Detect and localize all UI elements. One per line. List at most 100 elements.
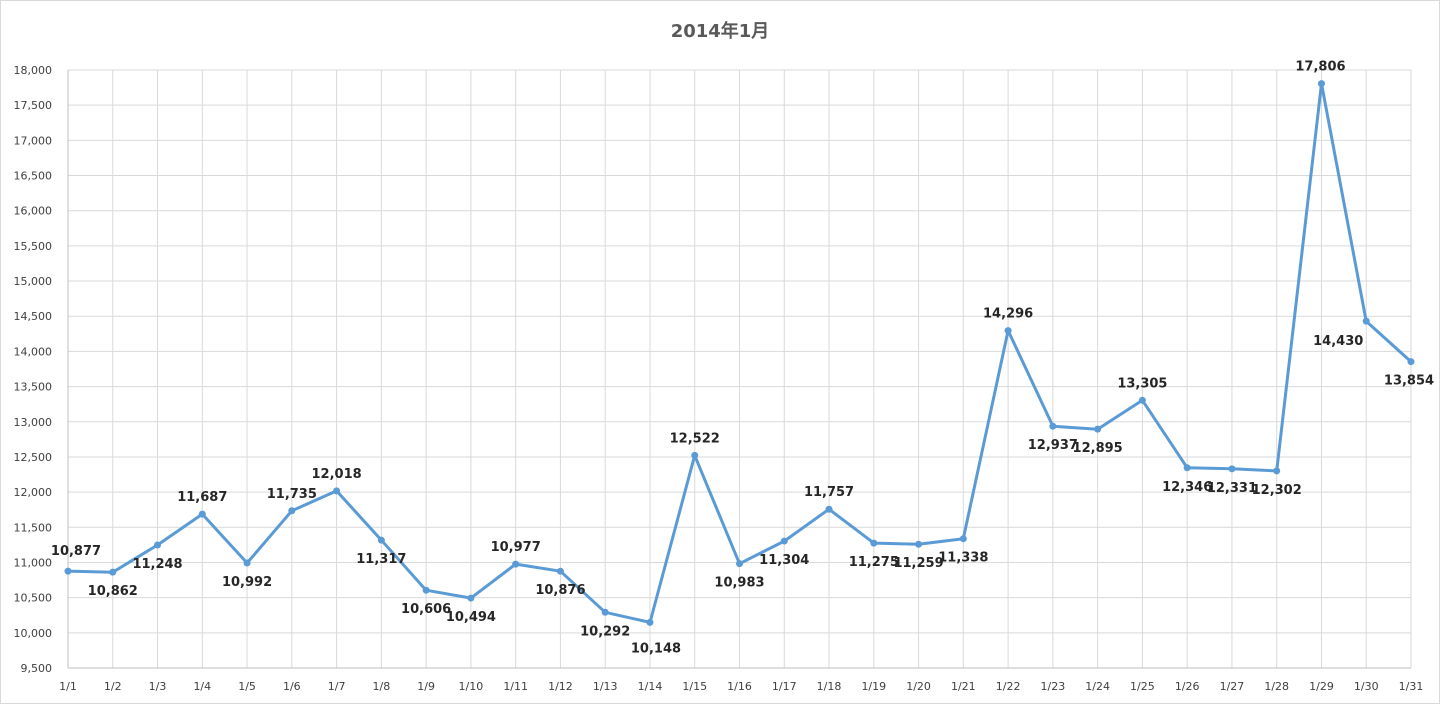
- y-tick-label: 11,000: [14, 556, 53, 569]
- data-point: [1049, 422, 1057, 430]
- x-tick-label: 1/25: [1130, 680, 1155, 693]
- data-label: 11,687: [177, 490, 227, 505]
- data-label: 12,331: [1207, 481, 1257, 496]
- data-label: 11,275: [849, 555, 899, 570]
- series-layer: [64, 80, 1415, 626]
- y-tick-label: 10,500: [14, 592, 53, 605]
- x-tick-label: 1/31: [1399, 680, 1424, 693]
- data-point: [915, 540, 923, 548]
- x-tick-label: 1/27: [1220, 680, 1245, 693]
- x-tick-label: 1/7: [328, 680, 346, 693]
- data-label: 13,854: [1384, 374, 1434, 389]
- data-label: 17,806: [1295, 60, 1345, 75]
- y-tick-label: 14,000: [14, 345, 53, 358]
- x-tick-label: 1/14: [638, 680, 663, 693]
- x-tick-label: 1/5: [238, 680, 256, 693]
- data-label: 11,338: [938, 551, 988, 566]
- x-tick-label: 1/22: [996, 680, 1021, 693]
- x-tick-label: 1/26: [1175, 680, 1200, 693]
- data-label: 10,977: [491, 540, 541, 555]
- y-tick-label: 11,500: [14, 521, 53, 534]
- data-point: [377, 536, 385, 544]
- data-label: 12,937: [1028, 438, 1078, 453]
- data-point: [1317, 80, 1325, 88]
- data-point: [467, 594, 475, 602]
- x-tick-label: 1/12: [548, 680, 573, 693]
- data-label: 10,877: [51, 544, 101, 559]
- x-tick-label: 1/10: [459, 680, 484, 693]
- x-tick-label: 1/17: [772, 680, 797, 693]
- data-point: [1004, 327, 1012, 335]
- data-point: [422, 586, 430, 594]
- data-point: [870, 539, 878, 547]
- x-tick-label: 1/3: [149, 680, 167, 693]
- data-point: [646, 618, 654, 626]
- x-tick-label: 1/21: [951, 680, 976, 693]
- data-point: [64, 567, 72, 575]
- y-tick-label: 10,000: [14, 627, 53, 640]
- x-tick-label: 1/15: [682, 680, 707, 693]
- data-label: 11,757: [804, 485, 854, 500]
- x-tick-label: 1/16: [727, 680, 752, 693]
- data-label: 10,494: [446, 610, 496, 625]
- y-tick-label: 15,500: [14, 240, 53, 253]
- data-point: [512, 560, 520, 568]
- data-point: [1138, 396, 1146, 404]
- data-label: 10,148: [631, 641, 681, 656]
- data-label: 13,305: [1117, 376, 1167, 391]
- data-point: [243, 559, 251, 567]
- data-label: 12,895: [1073, 441, 1123, 456]
- x-tick-label: 1/11: [503, 680, 528, 693]
- data-point: [959, 535, 967, 543]
- y-tick-label: 14,500: [14, 310, 53, 323]
- data-label: 11,735: [267, 487, 317, 502]
- x-tick-label: 1/9: [417, 680, 435, 693]
- x-tick-label: 1/24: [1085, 680, 1110, 693]
- data-point: [109, 568, 117, 576]
- y-tick-label: 18,000: [14, 64, 53, 77]
- x-tick-label: 1/20: [906, 680, 931, 693]
- data-label: 11,304: [759, 553, 809, 568]
- data-point: [288, 507, 296, 515]
- data-point: [154, 541, 162, 549]
- data-point: [601, 608, 609, 616]
- data-label-layer: 10,877 10,862 11,248 11,687 10,992 11,735 12,0…: [51, 60, 1434, 657]
- x-tick-label: 1/28: [1264, 680, 1289, 693]
- data-point: [1407, 358, 1415, 366]
- data-label: 14,296: [983, 307, 1033, 322]
- data-label: 10,992: [222, 575, 272, 590]
- data-label: 11,317: [356, 552, 406, 567]
- data-point: [1273, 467, 1281, 475]
- data-point: [1362, 317, 1370, 325]
- data-point: [556, 567, 564, 575]
- data-point: [333, 487, 341, 495]
- y-tick-label: 17,500: [14, 99, 53, 112]
- x-tick-label: 1/13: [593, 680, 618, 693]
- data-point: [1094, 425, 1102, 433]
- x-tick-label: 1/18: [817, 680, 842, 693]
- data-point: [1228, 465, 1236, 473]
- y-tick-label: 12,000: [14, 486, 53, 499]
- chart-title: 2014年1月: [671, 20, 770, 42]
- data-point: [825, 505, 833, 513]
- data-label: 10,606: [401, 602, 451, 617]
- data-label: 10,862: [88, 584, 138, 599]
- y-tick-label: 12,500: [14, 451, 53, 464]
- x-tick-label: 1/19: [861, 680, 886, 693]
- x-tick-label: 1/4: [193, 680, 211, 693]
- y-tick-label: 15,000: [14, 275, 53, 288]
- y-tick-label: 16,500: [14, 170, 53, 183]
- data-point: [780, 537, 788, 545]
- data-point: [1183, 464, 1191, 472]
- data-point: [691, 451, 699, 459]
- x-tick-label: 1/8: [373, 680, 391, 693]
- data-label: 10,292: [580, 624, 630, 639]
- x-tick-label: 1/1: [59, 680, 77, 693]
- x-tick-label: 1/23: [1041, 680, 1066, 693]
- data-label: 12,522: [670, 431, 720, 446]
- y-tick-label: 17,000: [14, 134, 53, 147]
- data-label: 11,248: [132, 557, 182, 572]
- data-point: [736, 560, 743, 568]
